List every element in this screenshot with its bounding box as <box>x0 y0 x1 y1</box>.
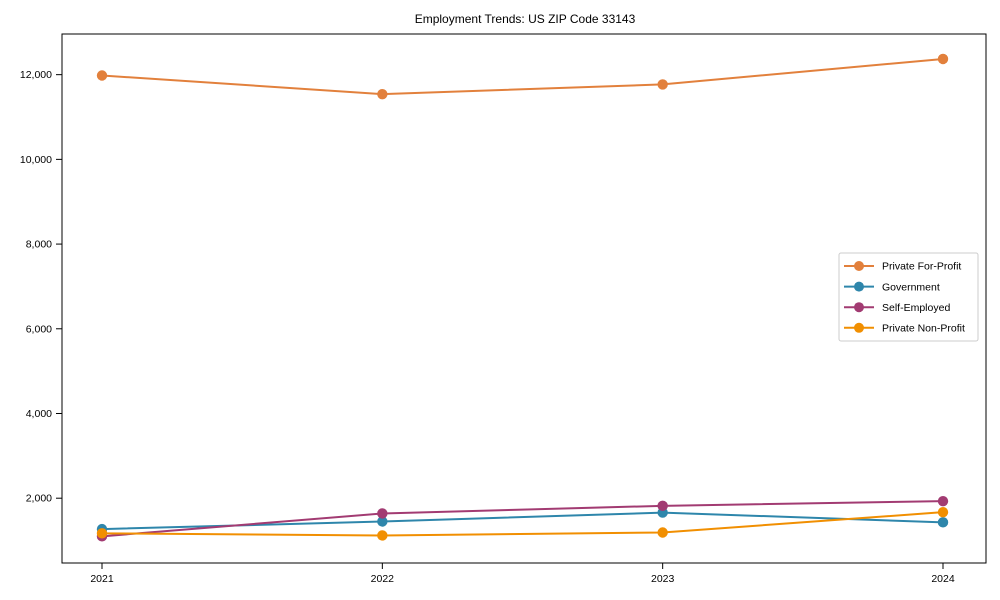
plot-area: 2,000 4,000 6,000 8,000 10,000 12,000 2021 2022… <box>20 33 987 585</box>
y-axis-tick-label: 2,000 <box>26 493 52 505</box>
data-point <box>96 528 108 539</box>
legend-box <box>838 252 979 342</box>
legend-item-self-employed: Self-Employed <box>844 302 950 314</box>
legend-label: Private For-Profit <box>882 261 961 273</box>
x-axis-tick-label: 2021 <box>90 573 114 585</box>
data-point <box>937 506 949 518</box>
series-line-private-non-profit <box>101 511 944 537</box>
legend-item-private-for-profit: Private For-Profit <box>844 261 961 273</box>
legend-label: Self-Employed <box>882 302 950 314</box>
data-point <box>657 500 668 512</box>
legend-marker-icon <box>854 322 864 333</box>
data-point <box>937 517 949 528</box>
x-axis-tick-label: 2024 <box>931 573 955 585</box>
legend-marker-icon <box>854 302 864 313</box>
x-axis-tick-label: 2023 <box>651 573 675 585</box>
plot-border <box>61 33 987 564</box>
legend-label: Private Non-Profit <box>882 323 965 335</box>
data-point <box>937 495 949 507</box>
legend-marker-icon <box>854 261 864 271</box>
legend-marker-icon <box>854 281 864 292</box>
y-axis-tick-label: 12,000 <box>20 69 52 81</box>
chart-title: Employment Trends: US ZIP Code 33143 <box>415 12 636 26</box>
x-axis-tick-label: 2022 <box>371 573 395 585</box>
legend-item-government: Government <box>844 281 940 293</box>
series-line-private-for-profit <box>101 57 944 96</box>
y-axis-tick-label: 10,000 <box>20 154 52 166</box>
legend-label: Government <box>882 281 940 293</box>
data-point <box>657 79 668 90</box>
series-line-self-employed <box>101 500 944 538</box>
data-point <box>377 516 388 527</box>
data-point <box>377 88 388 100</box>
series-group <box>96 53 949 542</box>
data-point <box>937 53 949 65</box>
data-point <box>96 70 108 81</box>
y-axis-tick-label: 4,000 <box>26 408 52 420</box>
data-point <box>377 530 388 541</box>
data-point <box>377 508 388 519</box>
y-axis-tick-label: 8,000 <box>26 239 52 251</box>
data-point <box>657 527 668 538</box>
legend-item-private-non-profit: Private Non-Profit <box>844 323 965 335</box>
y-axis-tick-label: 6,000 <box>26 323 52 335</box>
legend: Private For-Profit Government Self-Employe… <box>838 252 979 342</box>
